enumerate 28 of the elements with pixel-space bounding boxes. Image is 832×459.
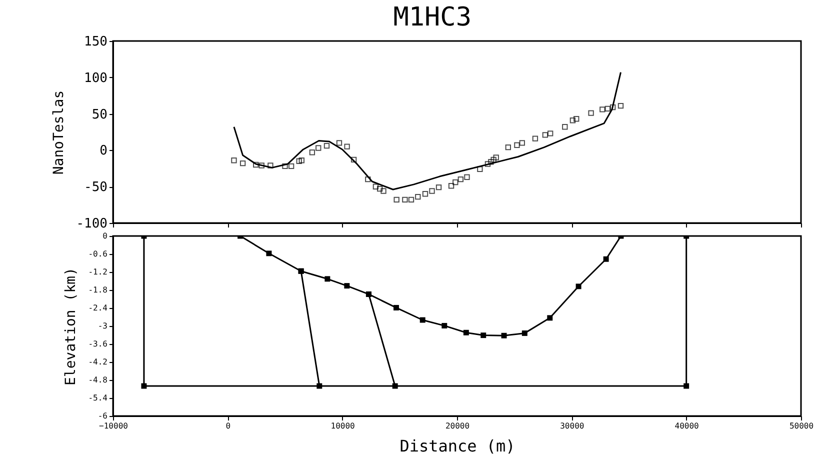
y-tick-label: -0.6 (88, 250, 108, 258)
y-tick-label: 150 (84, 34, 108, 50)
y-tick-label: -1.8 (88, 286, 108, 294)
y-tick-label: 0 (100, 144, 108, 159)
y-tick-label: -2.4 (88, 304, 108, 312)
y-tick-label: -4.8 (88, 376, 108, 384)
x-tick-label: 50000 (789, 422, 814, 430)
y-tick-label: 100 (84, 70, 108, 86)
x-tick-label: 40000 (674, 422, 700, 430)
y-axis-title: NanoTeslas (51, 90, 68, 175)
x-tick-label: 20000 (445, 422, 470, 430)
x-axis-title: Distance (m) (400, 436, 516, 456)
y-tick-label: -1.2 (88, 268, 108, 276)
y-tick-label: -3.6 (88, 340, 108, 348)
chart-title: M1HC3 (393, 2, 472, 32)
y-tick-label: -6 (98, 412, 108, 420)
y-axis-title: Elevation (km) (63, 267, 80, 386)
y-tick-label: -4.2 (88, 358, 108, 366)
x-tick-label: 30000 (560, 422, 584, 430)
y-tick-label: 50 (92, 107, 108, 122)
x-tick-label: 0 (226, 422, 231, 430)
y-tick-label: -3 (98, 322, 108, 330)
y-tick-label: -5.4 (88, 394, 108, 402)
y-tick-label: 0 (102, 232, 108, 240)
x-tick-label: −10000 (99, 422, 128, 430)
x-tick-label: 10000 (330, 422, 356, 430)
y-tick-label: -100 (76, 216, 108, 232)
y-tick-label: -50 (84, 180, 108, 196)
